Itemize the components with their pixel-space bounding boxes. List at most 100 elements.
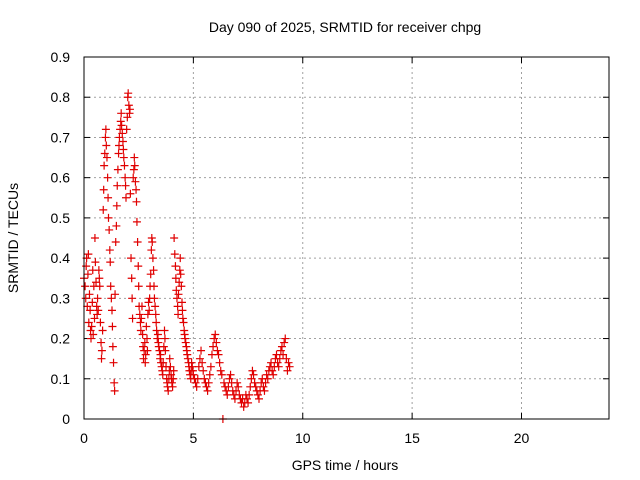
data-point bbox=[212, 338, 221, 347]
data-point bbox=[214, 350, 223, 359]
data-point bbox=[141, 358, 150, 367]
data-point bbox=[181, 334, 190, 343]
data-point bbox=[137, 314, 146, 323]
y-tick-label: 0.1 bbox=[51, 371, 71, 387]
data-point bbox=[205, 370, 214, 379]
data-point bbox=[118, 129, 127, 138]
y-tick-label: 0.2 bbox=[51, 331, 71, 347]
data-point bbox=[97, 346, 106, 355]
data-point bbox=[120, 161, 129, 170]
data-point bbox=[86, 326, 95, 335]
y-tick-label: 0.4 bbox=[51, 250, 71, 266]
data-point bbox=[224, 382, 233, 391]
data-point bbox=[160, 326, 169, 335]
data-point bbox=[101, 125, 110, 134]
data-point bbox=[172, 286, 181, 295]
data-point bbox=[132, 185, 141, 194]
data-point bbox=[112, 201, 121, 210]
data-point bbox=[226, 370, 235, 379]
data-point bbox=[244, 398, 253, 407]
data-point bbox=[129, 173, 138, 182]
data-point bbox=[102, 153, 111, 162]
x-tick-label: 5 bbox=[189, 430, 197, 446]
data-point bbox=[84, 318, 93, 327]
data-point bbox=[95, 274, 104, 283]
data-point bbox=[158, 370, 167, 379]
data-point bbox=[213, 346, 222, 355]
data-point bbox=[118, 137, 127, 146]
data-point bbox=[110, 386, 119, 395]
data-point bbox=[127, 254, 136, 263]
data-point bbox=[124, 89, 133, 98]
data-point bbox=[130, 153, 139, 162]
data-point bbox=[274, 362, 283, 371]
data-point bbox=[170, 234, 179, 242]
data-point bbox=[215, 358, 224, 367]
data-point bbox=[209, 342, 218, 351]
data-point bbox=[181, 338, 190, 347]
data-point bbox=[247, 374, 256, 383]
data-point bbox=[269, 370, 278, 379]
data-point bbox=[108, 306, 116, 315]
data-point bbox=[253, 390, 262, 399]
data-point bbox=[159, 358, 168, 367]
data-point bbox=[126, 189, 135, 198]
data-point bbox=[140, 338, 149, 347]
data-point bbox=[233, 378, 242, 387]
data-point bbox=[248, 366, 257, 375]
y-tick-label: 0.8 bbox=[51, 89, 71, 105]
data-point bbox=[87, 334, 95, 343]
data-point bbox=[175, 278, 184, 287]
data-point bbox=[281, 334, 290, 343]
data-point bbox=[146, 270, 155, 279]
data-point bbox=[173, 302, 182, 311]
data-point bbox=[273, 358, 282, 367]
data-point bbox=[277, 342, 286, 351]
data-point bbox=[104, 193, 113, 202]
data-point bbox=[105, 246, 114, 255]
data-point bbox=[195, 354, 204, 363]
data-point bbox=[106, 282, 115, 291]
data-point bbox=[251, 382, 260, 391]
data-point bbox=[268, 366, 277, 375]
data-point bbox=[168, 382, 177, 391]
data-point bbox=[134, 262, 143, 271]
data-point bbox=[151, 302, 160, 311]
data-point bbox=[174, 290, 183, 299]
data-point bbox=[108, 342, 117, 351]
data-point bbox=[225, 374, 234, 383]
data-point bbox=[107, 294, 116, 303]
data-point bbox=[92, 302, 101, 311]
data-point bbox=[122, 193, 130, 202]
data-point bbox=[131, 177, 140, 186]
data-point bbox=[134, 282, 143, 291]
data-point bbox=[83, 270, 92, 279]
data-point bbox=[200, 374, 209, 383]
data-point bbox=[166, 362, 175, 371]
y-tick-label: 0.9 bbox=[51, 49, 71, 65]
data-point bbox=[111, 290, 120, 299]
data-point bbox=[102, 141, 111, 150]
data-point bbox=[242, 394, 251, 403]
data-point bbox=[152, 318, 161, 327]
data-point bbox=[174, 310, 183, 319]
data-point bbox=[98, 326, 107, 335]
data-point bbox=[88, 298, 97, 307]
data-point bbox=[96, 318, 105, 327]
data-point bbox=[148, 254, 157, 263]
x-tick-label: 0 bbox=[80, 430, 88, 446]
data-point bbox=[249, 370, 258, 379]
data-point bbox=[153, 334, 162, 343]
data-point bbox=[84, 250, 93, 259]
data-point bbox=[97, 354, 106, 363]
data-point bbox=[169, 366, 178, 375]
data-point bbox=[255, 394, 263, 403]
data-point bbox=[113, 181, 122, 190]
data-point bbox=[171, 274, 180, 283]
data-point bbox=[109, 358, 118, 367]
data-point bbox=[139, 354, 148, 363]
data-point bbox=[206, 362, 215, 371]
data-point bbox=[245, 390, 254, 399]
data-point bbox=[183, 350, 192, 359]
